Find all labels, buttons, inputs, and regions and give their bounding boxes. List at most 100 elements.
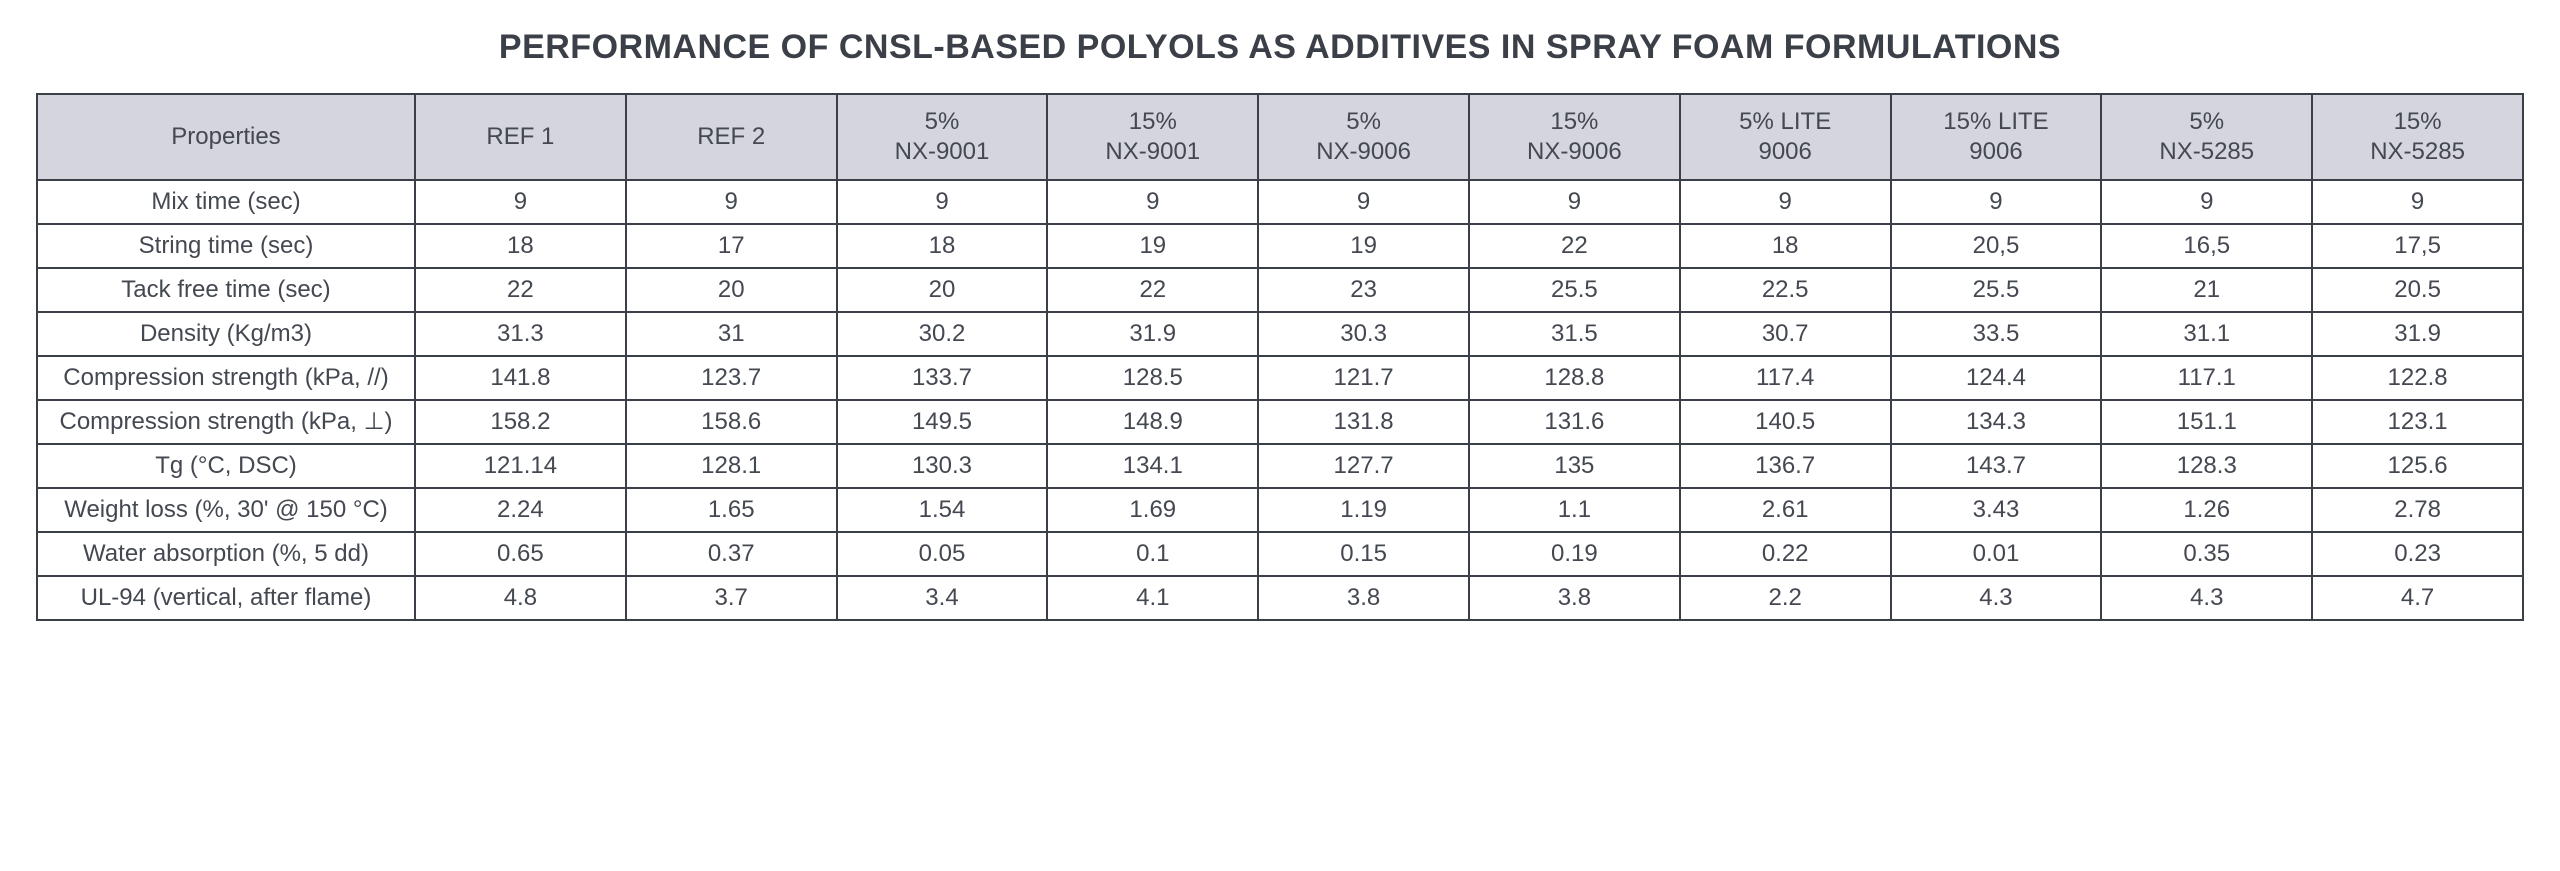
property-name-cell: String time (sec) [37, 224, 415, 268]
value-cell: 3.8 [1258, 576, 1469, 620]
value-cell: 0.15 [1258, 532, 1469, 576]
value-cell: 4.7 [2312, 576, 2523, 620]
value-cell: 158.2 [415, 400, 626, 444]
value-cell: 31.5 [1469, 312, 1680, 356]
value-cell: 22.5 [1680, 268, 1891, 312]
table-header-row: Properties REF 1 REF 2 5% NX-9001 15% NX… [37, 94, 2523, 180]
table-row: String time (sec)1817181919221820,516,51… [37, 224, 2523, 268]
table-body: Mix time (sec)9999999999String time (sec… [37, 180, 2523, 620]
value-cell: 0.35 [2101, 532, 2312, 576]
property-name-cell: UL-94 (vertical, after flame) [37, 576, 415, 620]
property-name-cell: Weight loss (%, 30' @ 150 °C) [37, 488, 415, 532]
value-cell: 1.26 [2101, 488, 2312, 532]
value-cell: 117.1 [2101, 356, 2312, 400]
value-cell: 19 [1047, 224, 1258, 268]
value-cell: 31.1 [2101, 312, 2312, 356]
value-cell: 33.5 [1891, 312, 2102, 356]
value-cell: 0.22 [1680, 532, 1891, 576]
value-cell: 20,5 [1891, 224, 2102, 268]
value-cell: 136.7 [1680, 444, 1891, 488]
value-cell: 21 [2101, 268, 2312, 312]
value-cell: 117.4 [1680, 356, 1891, 400]
table-row: Compression strength (kPa, //)141.8123.7… [37, 356, 2523, 400]
value-cell: 9 [1047, 180, 1258, 224]
value-cell: 123.1 [2312, 400, 2523, 444]
value-cell: 17,5 [2312, 224, 2523, 268]
value-cell: 9 [1891, 180, 2102, 224]
value-cell: 25.5 [1891, 268, 2102, 312]
col-header-5-nx5285: 5% NX-5285 [2101, 94, 2312, 180]
table-row: Density (Kg/m3)31.33130.231.930.331.530.… [37, 312, 2523, 356]
value-cell: 3.8 [1469, 576, 1680, 620]
value-cell: 133.7 [837, 356, 1048, 400]
value-cell: 122.8 [2312, 356, 2523, 400]
table-row: Weight loss (%, 30' @ 150 °C)2.241.651.5… [37, 488, 2523, 532]
value-cell: 0.23 [2312, 532, 2523, 576]
col-header-15-nx5285: 15% NX-5285 [2312, 94, 2523, 180]
table-row: UL-94 (vertical, after flame)4.83.73.4 4.… [37, 576, 2523, 620]
value-cell: 9 [1680, 180, 1891, 224]
value-cell: 9 [2312, 180, 2523, 224]
col-header-ref2: REF 2 [626, 94, 837, 180]
value-cell: 128.3 [2101, 444, 2312, 488]
col-header-5-nx9001: 5% NX-9001 [837, 94, 1048, 180]
table-row: Compression strength (kPa, ⊥)158.2158.61… [37, 400, 2523, 444]
value-cell: 2.78 [2312, 488, 2523, 532]
value-cell: 1.54 [837, 488, 1048, 532]
col-header-15-lite9006: 15% LITE 9006 [1891, 94, 2102, 180]
value-cell: 20 [837, 268, 1048, 312]
value-cell: 23 [1258, 268, 1469, 312]
value-cell: 0.1 [1047, 532, 1258, 576]
col-header-15-nx9006: 15% NX-9006 [1469, 94, 1680, 180]
value-cell: 141.8 [415, 356, 626, 400]
value-cell: 0.01 [1891, 532, 2102, 576]
value-cell: 3.7 [626, 576, 837, 620]
value-cell: 131.8 [1258, 400, 1469, 444]
col-header-ref1: REF 1 [415, 94, 626, 180]
value-cell: 1.1 [1469, 488, 1680, 532]
value-cell: 30.7 [1680, 312, 1891, 356]
value-cell: 9 [415, 180, 626, 224]
value-cell: 19 [1258, 224, 1469, 268]
value-cell: 22 [1047, 268, 1258, 312]
value-cell: 9 [2101, 180, 2312, 224]
value-cell: 4.8 [415, 576, 626, 620]
value-cell: 3.4 [837, 576, 1048, 620]
property-name-cell: Tg (°C, DSC) [37, 444, 415, 488]
value-cell: 31.3 [415, 312, 626, 356]
value-cell: 149.5 [837, 400, 1048, 444]
value-cell: 31 [626, 312, 837, 356]
value-cell: 25.5 [1469, 268, 1680, 312]
value-cell: 125.6 [2312, 444, 2523, 488]
value-cell: 4.3 [1891, 576, 2102, 620]
value-cell: 128.8 [1469, 356, 1680, 400]
value-cell: 18 [1680, 224, 1891, 268]
value-cell: 2.2 [1680, 576, 1891, 620]
value-cell: 18 [415, 224, 626, 268]
value-cell: 131.6 [1469, 400, 1680, 444]
col-header-properties: Properties [37, 94, 415, 180]
property-name-cell: Tack free time (sec) [37, 268, 415, 312]
value-cell: 123.7 [626, 356, 837, 400]
value-cell: 9 [626, 180, 837, 224]
value-cell: 0.37 [626, 532, 837, 576]
value-cell: 22 [415, 268, 626, 312]
value-cell: 127.7 [1258, 444, 1469, 488]
property-name-cell: Density (Kg/m3) [37, 312, 415, 356]
value-cell: 135 [1469, 444, 1680, 488]
value-cell: 0.19 [1469, 532, 1680, 576]
value-cell: 16,5 [2101, 224, 2312, 268]
table-row: Tg (°C, DSC)121.14128.1130.3134.1127.713… [37, 444, 2523, 488]
table-header: Properties REF 1 REF 2 5% NX-9001 15% NX… [37, 94, 2523, 180]
value-cell: 9 [837, 180, 1048, 224]
value-cell: 17 [626, 224, 837, 268]
page-title: PERFORMANCE OF CNSL-BASED POLYOLS AS ADD… [36, 28, 2524, 67]
value-cell: 158.6 [626, 400, 837, 444]
col-header-5-lite9006: 5% LITE 9006 [1680, 94, 1891, 180]
value-cell: 134.3 [1891, 400, 2102, 444]
value-cell: 128.1 [626, 444, 837, 488]
value-cell: 3.43 [1891, 488, 2102, 532]
property-name-cell: Mix time (sec) [37, 180, 415, 224]
value-cell: 143.7 [1891, 444, 2102, 488]
value-cell: 9 [1469, 180, 1680, 224]
